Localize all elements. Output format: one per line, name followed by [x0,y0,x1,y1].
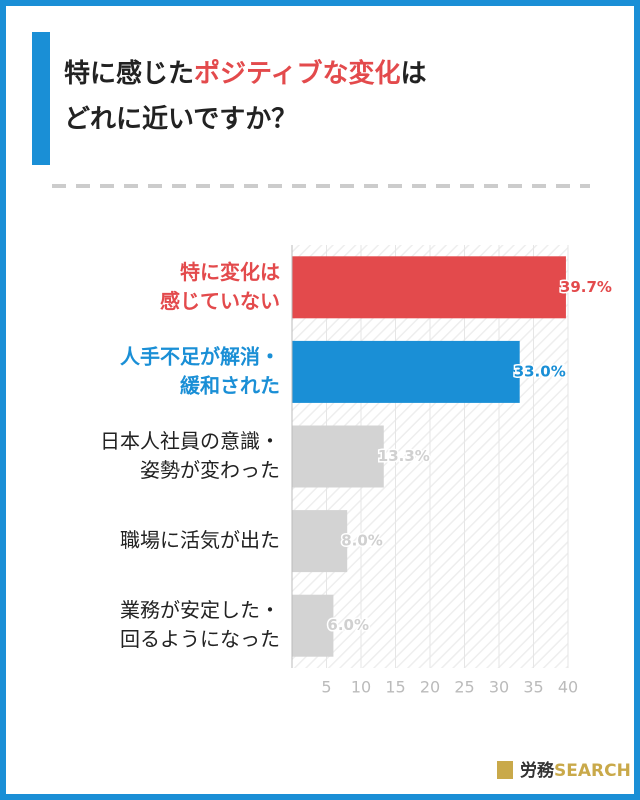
value-label: 33.0% [514,362,566,380]
x-tick-label: 25 [454,678,474,697]
category-line: 姿勢が変わった [140,458,280,482]
bar [292,510,348,573]
category-line: 人手不足が解消・ [120,344,280,368]
bar [292,256,566,319]
x-tick-label: 35 [523,678,543,697]
category-label: 人手不足が解消・緩和された [120,344,280,397]
category-label: 職場に活気が出た [120,528,280,552]
logo-icon [497,761,513,779]
chart-title-line2: どれに近いですか？ [64,105,297,135]
x-tick-label: 20 [420,678,440,697]
x-tick-label: 15 [385,678,405,697]
x-tick-label: 30 [489,678,509,697]
category-line: 感じていない [160,288,280,312]
category-line: 回るようになった [120,627,280,651]
x-tick-label: 40 [558,678,578,697]
category-line: 日本人社員の意識・ [100,429,280,453]
value-label: 8.0% [341,532,383,550]
category-label: 特に変化は感じていない [160,259,280,312]
category-line: 職場に活気が出た [120,528,280,552]
category-label: 業務が安定した・回るようになった [120,598,280,651]
logo: 労務SEARCH [520,760,631,781]
category-line: 特に変化は [180,259,280,283]
title-highlight: ポジティブな変化 [194,58,400,89]
title-part: は [400,59,426,89]
logo-en: SEARCH [554,761,631,781]
category-line: 緩和された [180,373,280,397]
bar [292,594,334,657]
logo-ja: 労務 [520,760,555,781]
value-label: 6.0% [327,616,369,634]
category-label: 日本人社員の意識・姿勢が変わった [100,429,280,482]
value-label: 13.3% [378,447,430,465]
title-accent [32,32,50,165]
title-part: 特に感じた [64,58,194,89]
bar [292,425,384,488]
bar [292,340,520,403]
category-line: 業務が安定した・ [120,598,280,622]
x-tick-label: 5 [321,678,331,697]
value-label: 39.7% [560,278,612,296]
x-tick-label: 10 [351,678,371,697]
chart: 5 10 15 20 25 30 35 40 特に変化は感じていない 39.7% 人手不足が解消・緩… [100,245,613,697]
chart-title: 特に感じたポジティブな変化は [64,58,426,89]
